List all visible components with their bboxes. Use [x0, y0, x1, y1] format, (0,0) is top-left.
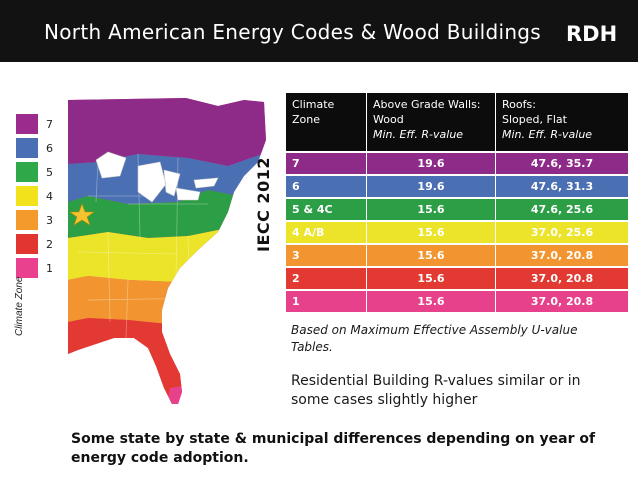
zone-2-region	[68, 318, 266, 404]
legend-swatch-3	[16, 210, 38, 230]
legend-label-4: 4	[46, 190, 53, 203]
legend-swatch-6	[16, 138, 38, 158]
cell-walls: 19.6	[367, 151, 496, 174]
cell-walls: 15.6	[367, 289, 496, 312]
u-value-note: Based on Maximum Effective Assembly U-va…	[291, 323, 578, 354]
climate-zone-axis-label: Climate Zone	[14, 276, 25, 336]
logo-letter-r: R	[566, 22, 583, 46]
legend-label-5: 5	[46, 166, 53, 179]
zone-5-region	[68, 188, 266, 238]
cell-walls: 15.6	[367, 220, 496, 243]
legend-swatch-2	[16, 234, 38, 254]
header-climate-zone: Climate Zone	[286, 93, 367, 151]
star-marker-icon	[69, 203, 95, 226]
logo-letter-h: H	[599, 22, 618, 46]
cell-roofs: 47.6, 31.3	[496, 174, 628, 197]
table-row: 5 & 4C 15.6 47.6, 25.6	[286, 197, 628, 220]
cell-roofs: 47.6, 25.6	[496, 197, 628, 220]
energy-code-table: Climate Zone Above Grade Walls: Wood Min…	[286, 93, 628, 312]
table-row: 3 15.6 37.0, 20.8	[286, 243, 628, 266]
cell-zone: 4 A/B	[286, 220, 367, 243]
legend-label-3: 3	[46, 214, 53, 227]
cell-roofs: 47.6, 35.7	[496, 151, 628, 174]
logo-letter-d: D	[582, 22, 600, 46]
cell-roofs: 37.0, 25.6	[496, 220, 628, 243]
rdh-logo: R D H	[566, 22, 617, 46]
page-title: North American Energy Codes & Wood Build…	[44, 20, 542, 44]
legend-label-6: 6	[46, 142, 53, 155]
cell-zone: 5 & 4C	[286, 197, 367, 220]
header-walls: Above Grade Walls: Wood Min. Eff. R-valu…	[367, 93, 496, 151]
cell-roofs: 37.0, 20.8	[496, 243, 628, 266]
zone-7-region	[68, 98, 266, 166]
cell-zone: 2	[286, 266, 367, 289]
great-lakes	[95, 151, 219, 203]
residential-note: Residential Building R-values similar or…	[291, 373, 581, 408]
legend-swatch-7	[16, 114, 38, 134]
table-row: 1 15.6 37.0, 20.8	[286, 289, 628, 312]
cell-walls: 19.6	[367, 174, 496, 197]
cell-walls: 15.6	[367, 243, 496, 266]
header-roofs: Roofs: Sloped, Flat Min. Eff. R-value	[496, 93, 628, 151]
cell-zone: 6	[286, 174, 367, 197]
cell-zone: 1	[286, 289, 367, 312]
cell-roofs: 37.0, 20.8	[496, 266, 628, 289]
legend-swatch-4	[16, 186, 38, 206]
legend-swatch-1	[16, 258, 38, 278]
iecc-2012-label: IECC 2012	[254, 157, 273, 252]
table-header-row: Climate Zone Above Grade Walls: Wood Min…	[286, 93, 628, 151]
table-row: 2 15.6 37.0, 20.8	[286, 266, 628, 289]
footer-note: Some state by state & municipal differen…	[71, 431, 596, 466]
cell-walls: 15.6	[367, 197, 496, 220]
climate-zone-map	[68, 98, 266, 404]
cell-roofs: 37.0, 20.8	[496, 289, 628, 312]
table-row: 7 19.6 47.6, 35.7	[286, 151, 628, 174]
cell-zone: 7	[286, 151, 367, 174]
cell-walls: 15.6	[367, 266, 496, 289]
legend-label-7: 7	[46, 118, 53, 131]
table-row: 6 19.6 47.6, 31.3	[286, 174, 628, 197]
legend-label-2: 2	[46, 238, 53, 251]
cell-zone: 3	[286, 243, 367, 266]
table-row: 4 A/B 15.6 37.0, 25.6	[286, 220, 628, 243]
title-bar: North American Energy Codes & Wood Build…	[0, 0, 638, 62]
legend-swatch-5	[16, 162, 38, 182]
legend-label-1: 1	[46, 262, 53, 275]
